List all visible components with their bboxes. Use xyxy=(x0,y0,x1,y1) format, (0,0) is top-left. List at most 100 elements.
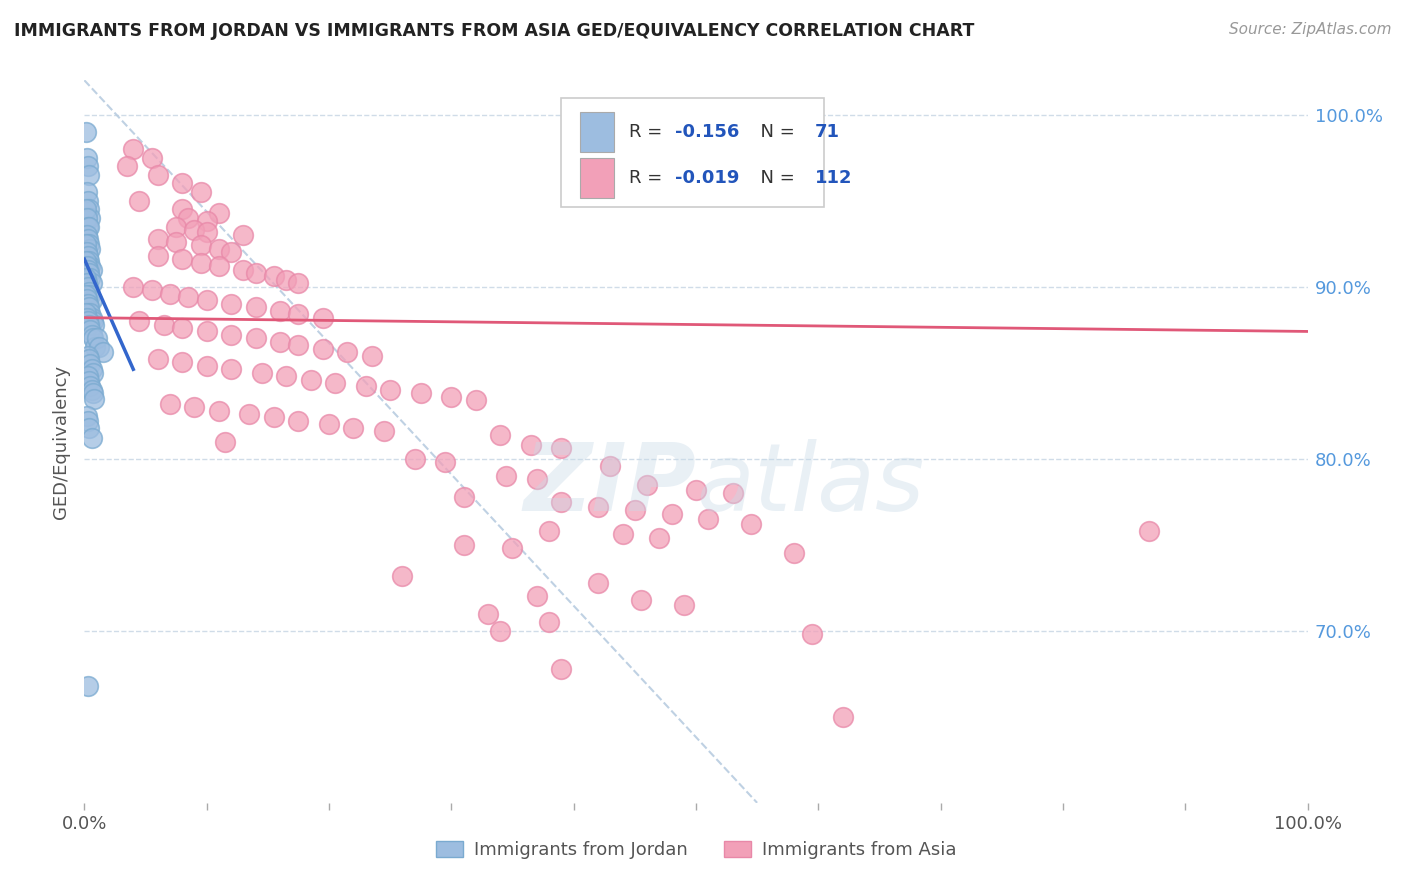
Point xyxy=(128,314,150,328)
Point xyxy=(550,495,572,509)
Point xyxy=(146,168,169,182)
Point xyxy=(214,434,236,449)
Point xyxy=(77,249,100,263)
Text: 71: 71 xyxy=(814,123,839,141)
Bar xyxy=(579,158,614,198)
Point xyxy=(76,310,98,325)
Point xyxy=(79,323,101,337)
Point xyxy=(245,301,267,315)
Point xyxy=(77,159,100,173)
Point xyxy=(76,292,98,306)
Point xyxy=(195,359,218,373)
Point xyxy=(79,211,101,225)
Point xyxy=(82,366,104,380)
Point xyxy=(77,202,100,217)
Point xyxy=(299,373,322,387)
Point xyxy=(238,407,260,421)
Point xyxy=(77,414,100,428)
Point xyxy=(172,355,194,369)
Point xyxy=(79,305,101,319)
Point xyxy=(250,366,273,380)
Point xyxy=(77,194,100,208)
Point xyxy=(550,442,572,456)
Point xyxy=(526,472,548,486)
Point xyxy=(489,427,512,442)
Bar xyxy=(579,112,614,153)
Point xyxy=(79,288,101,302)
Point xyxy=(312,342,335,356)
Point xyxy=(91,345,114,359)
Point xyxy=(195,214,218,228)
Point xyxy=(77,168,100,182)
Point xyxy=(79,242,101,256)
Point xyxy=(76,409,98,423)
Point xyxy=(636,477,658,491)
Point xyxy=(612,527,634,541)
Point xyxy=(165,219,187,234)
Point xyxy=(586,575,609,590)
Point xyxy=(177,290,200,304)
Point xyxy=(586,500,609,514)
Point xyxy=(287,307,309,321)
Point xyxy=(208,259,231,273)
Point xyxy=(208,206,231,220)
Point xyxy=(83,318,105,332)
Point xyxy=(648,531,671,545)
Point xyxy=(75,254,97,268)
Point xyxy=(183,223,205,237)
Point xyxy=(630,592,652,607)
Point xyxy=(172,321,194,335)
Point xyxy=(76,211,98,225)
Point xyxy=(83,392,105,406)
Point xyxy=(172,252,194,267)
Point xyxy=(77,219,100,234)
Point xyxy=(79,259,101,273)
Point xyxy=(831,710,853,724)
Point xyxy=(77,375,100,389)
Point xyxy=(177,211,200,225)
Point xyxy=(77,236,100,251)
Point xyxy=(146,249,169,263)
Point xyxy=(190,185,212,199)
Point xyxy=(464,393,486,408)
Point xyxy=(624,503,647,517)
Point xyxy=(190,255,212,269)
Point xyxy=(87,340,110,354)
Point xyxy=(190,238,212,252)
Point xyxy=(159,397,181,411)
Point xyxy=(312,310,335,325)
Point xyxy=(208,403,231,417)
Point xyxy=(373,424,395,438)
Point xyxy=(77,301,100,315)
Point xyxy=(80,277,103,291)
Text: -0.019: -0.019 xyxy=(675,169,740,186)
Point xyxy=(453,490,475,504)
Point xyxy=(82,314,104,328)
Point xyxy=(75,288,97,302)
Point xyxy=(76,228,98,243)
Text: Source: ZipAtlas.com: Source: ZipAtlas.com xyxy=(1229,22,1392,37)
Point xyxy=(76,245,98,260)
Text: 112: 112 xyxy=(814,169,852,186)
Point xyxy=(146,231,169,245)
Point xyxy=(141,283,163,297)
Point xyxy=(502,541,524,556)
Point xyxy=(122,142,145,156)
Point xyxy=(75,236,97,251)
Point xyxy=(342,421,364,435)
Point xyxy=(172,177,194,191)
Point xyxy=(1137,524,1160,538)
Point xyxy=(80,383,103,397)
Point xyxy=(721,486,744,500)
Point xyxy=(77,297,100,311)
Point xyxy=(80,262,103,277)
Point xyxy=(232,262,254,277)
Text: N =: N = xyxy=(748,123,800,141)
Point xyxy=(77,266,100,280)
Point xyxy=(495,469,517,483)
Point xyxy=(661,507,683,521)
Point xyxy=(146,351,169,366)
Text: R =: R = xyxy=(628,169,668,186)
Point xyxy=(115,159,138,173)
Point xyxy=(740,517,762,532)
